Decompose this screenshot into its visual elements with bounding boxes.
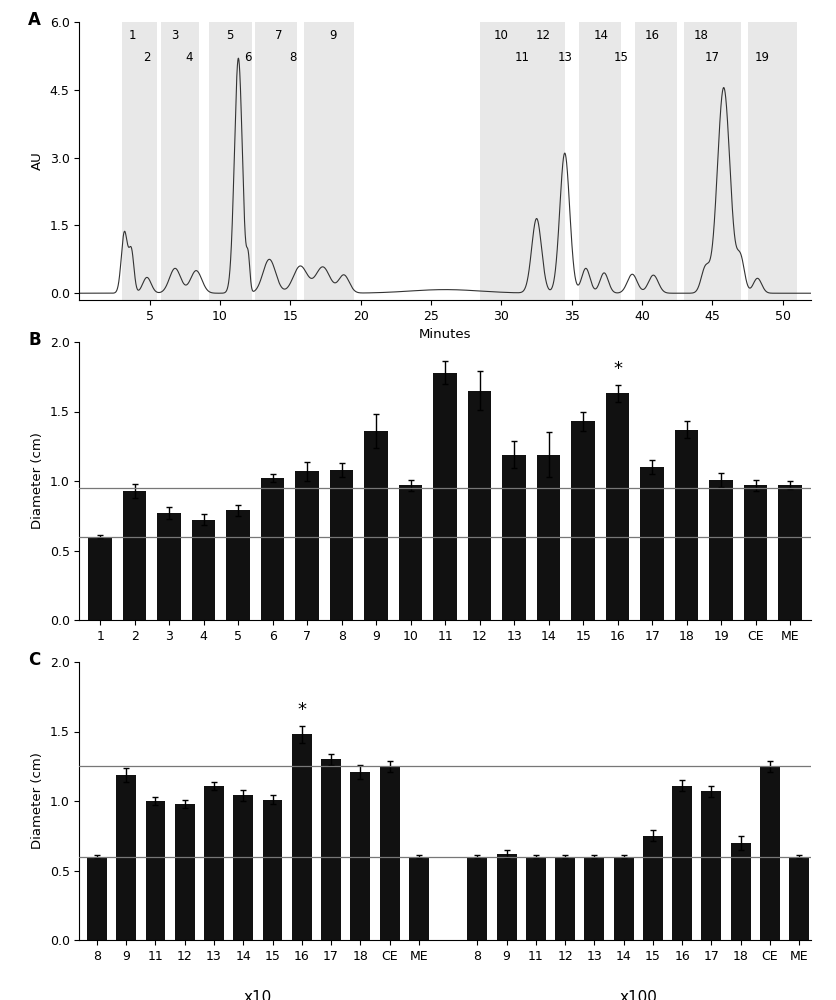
Bar — [497, 854, 517, 940]
Bar — [614, 857, 634, 940]
Bar — [701, 791, 721, 940]
Bar — [123, 491, 146, 620]
Y-axis label: AU: AU — [31, 152, 44, 170]
Text: 8: 8 — [289, 51, 297, 64]
Bar — [364, 431, 388, 620]
Bar — [304, 22, 354, 300]
Bar — [685, 22, 741, 300]
Text: 4: 4 — [186, 51, 193, 64]
Bar — [409, 857, 429, 940]
Text: x100: x100 — [619, 990, 657, 1000]
Bar — [579, 22, 621, 300]
Text: x10: x10 — [244, 990, 272, 1000]
Text: 16: 16 — [645, 29, 660, 42]
Bar — [330, 470, 354, 620]
Text: 9: 9 — [329, 29, 336, 42]
Y-axis label: Diameter (cm): Diameter (cm) — [31, 433, 44, 529]
Bar — [227, 510, 250, 620]
Bar — [233, 795, 253, 940]
Text: 17: 17 — [705, 51, 720, 64]
Bar — [89, 537, 112, 620]
Bar — [481, 22, 522, 300]
Text: 18: 18 — [694, 29, 709, 42]
Bar — [760, 766, 780, 940]
Text: A: A — [28, 11, 41, 29]
Bar — [192, 520, 216, 620]
Bar — [635, 22, 677, 300]
Bar — [731, 843, 751, 940]
Bar — [157, 513, 181, 620]
Text: 13: 13 — [558, 51, 572, 64]
Text: *: * — [613, 360, 622, 378]
Bar — [537, 455, 560, 620]
Bar — [255, 22, 298, 300]
Text: 6: 6 — [244, 51, 252, 64]
Bar — [572, 421, 595, 620]
Text: B: B — [28, 331, 41, 349]
Text: 11: 11 — [515, 51, 530, 64]
Bar — [321, 759, 341, 940]
Text: 5: 5 — [227, 29, 233, 42]
Bar — [778, 485, 802, 620]
Bar — [789, 857, 809, 940]
Text: 2: 2 — [143, 51, 150, 64]
Bar — [467, 857, 487, 940]
Bar — [747, 22, 797, 300]
Bar — [261, 478, 284, 620]
Bar — [584, 857, 604, 940]
Bar — [204, 786, 224, 940]
Bar — [675, 430, 698, 620]
Bar — [292, 734, 312, 940]
Text: 14: 14 — [594, 29, 609, 42]
Bar — [744, 485, 767, 620]
Bar — [380, 766, 400, 940]
Text: 10: 10 — [494, 29, 509, 42]
Bar — [526, 857, 546, 940]
Bar — [468, 391, 492, 620]
Bar — [399, 485, 422, 620]
Bar — [640, 467, 664, 620]
Bar — [209, 22, 252, 300]
Text: 15: 15 — [614, 51, 629, 64]
Bar — [87, 857, 107, 940]
Bar — [672, 786, 692, 940]
Bar — [433, 373, 457, 620]
Bar — [116, 775, 136, 940]
Bar — [295, 471, 319, 620]
Bar — [145, 801, 166, 940]
Text: 19: 19 — [754, 51, 769, 64]
X-axis label: Minutes: Minutes — [419, 328, 472, 341]
Text: 3: 3 — [171, 29, 179, 42]
Bar — [175, 804, 195, 940]
Text: 7: 7 — [275, 29, 283, 42]
Bar — [643, 836, 663, 940]
Text: 1: 1 — [129, 29, 136, 42]
Bar — [502, 455, 526, 620]
Bar — [350, 772, 370, 940]
Bar — [263, 800, 283, 940]
Text: 12: 12 — [536, 29, 551, 42]
Bar — [121, 22, 157, 300]
Y-axis label: Diameter (cm): Diameter (cm) — [31, 753, 44, 849]
Text: C: C — [28, 651, 40, 669]
Bar — [522, 22, 565, 300]
Bar — [161, 22, 199, 300]
Text: *: * — [298, 701, 306, 719]
Bar — [606, 393, 630, 620]
Bar — [555, 857, 575, 940]
Bar — [710, 480, 733, 620]
